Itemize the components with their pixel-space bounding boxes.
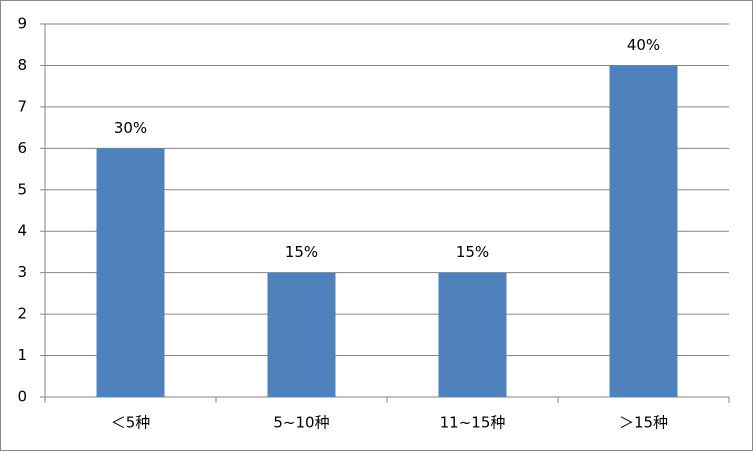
x-tick-label: 5~10种 — [273, 414, 329, 432]
y-tick-label: 1 — [17, 346, 27, 364]
y-tick-label: 3 — [17, 263, 27, 281]
y-tick-label: 9 — [17, 15, 27, 33]
y-tick-label: 6 — [17, 139, 27, 157]
x-tick-label: ＞15种 — [619, 414, 668, 432]
y-tick-label: 7 — [17, 97, 27, 115]
annotation: 40% — [627, 36, 660, 54]
y-tick-label: 4 — [17, 222, 27, 240]
bar — [267, 272, 336, 397]
annotation: 15% — [285, 243, 318, 261]
bar — [438, 272, 507, 397]
bar — [96, 148, 165, 397]
annotation: 30% — [114, 119, 147, 137]
x-tick-label: ＜5种 — [111, 414, 151, 432]
y-tick-label: 2 — [17, 305, 27, 323]
y-tick-label: 0 — [17, 388, 27, 406]
x-tick-label: 11~15种 — [440, 414, 506, 432]
annotation: 15% — [456, 243, 489, 261]
bar — [609, 65, 678, 397]
y-tick-label: 5 — [17, 180, 27, 198]
y-tick-label: 8 — [17, 56, 27, 74]
